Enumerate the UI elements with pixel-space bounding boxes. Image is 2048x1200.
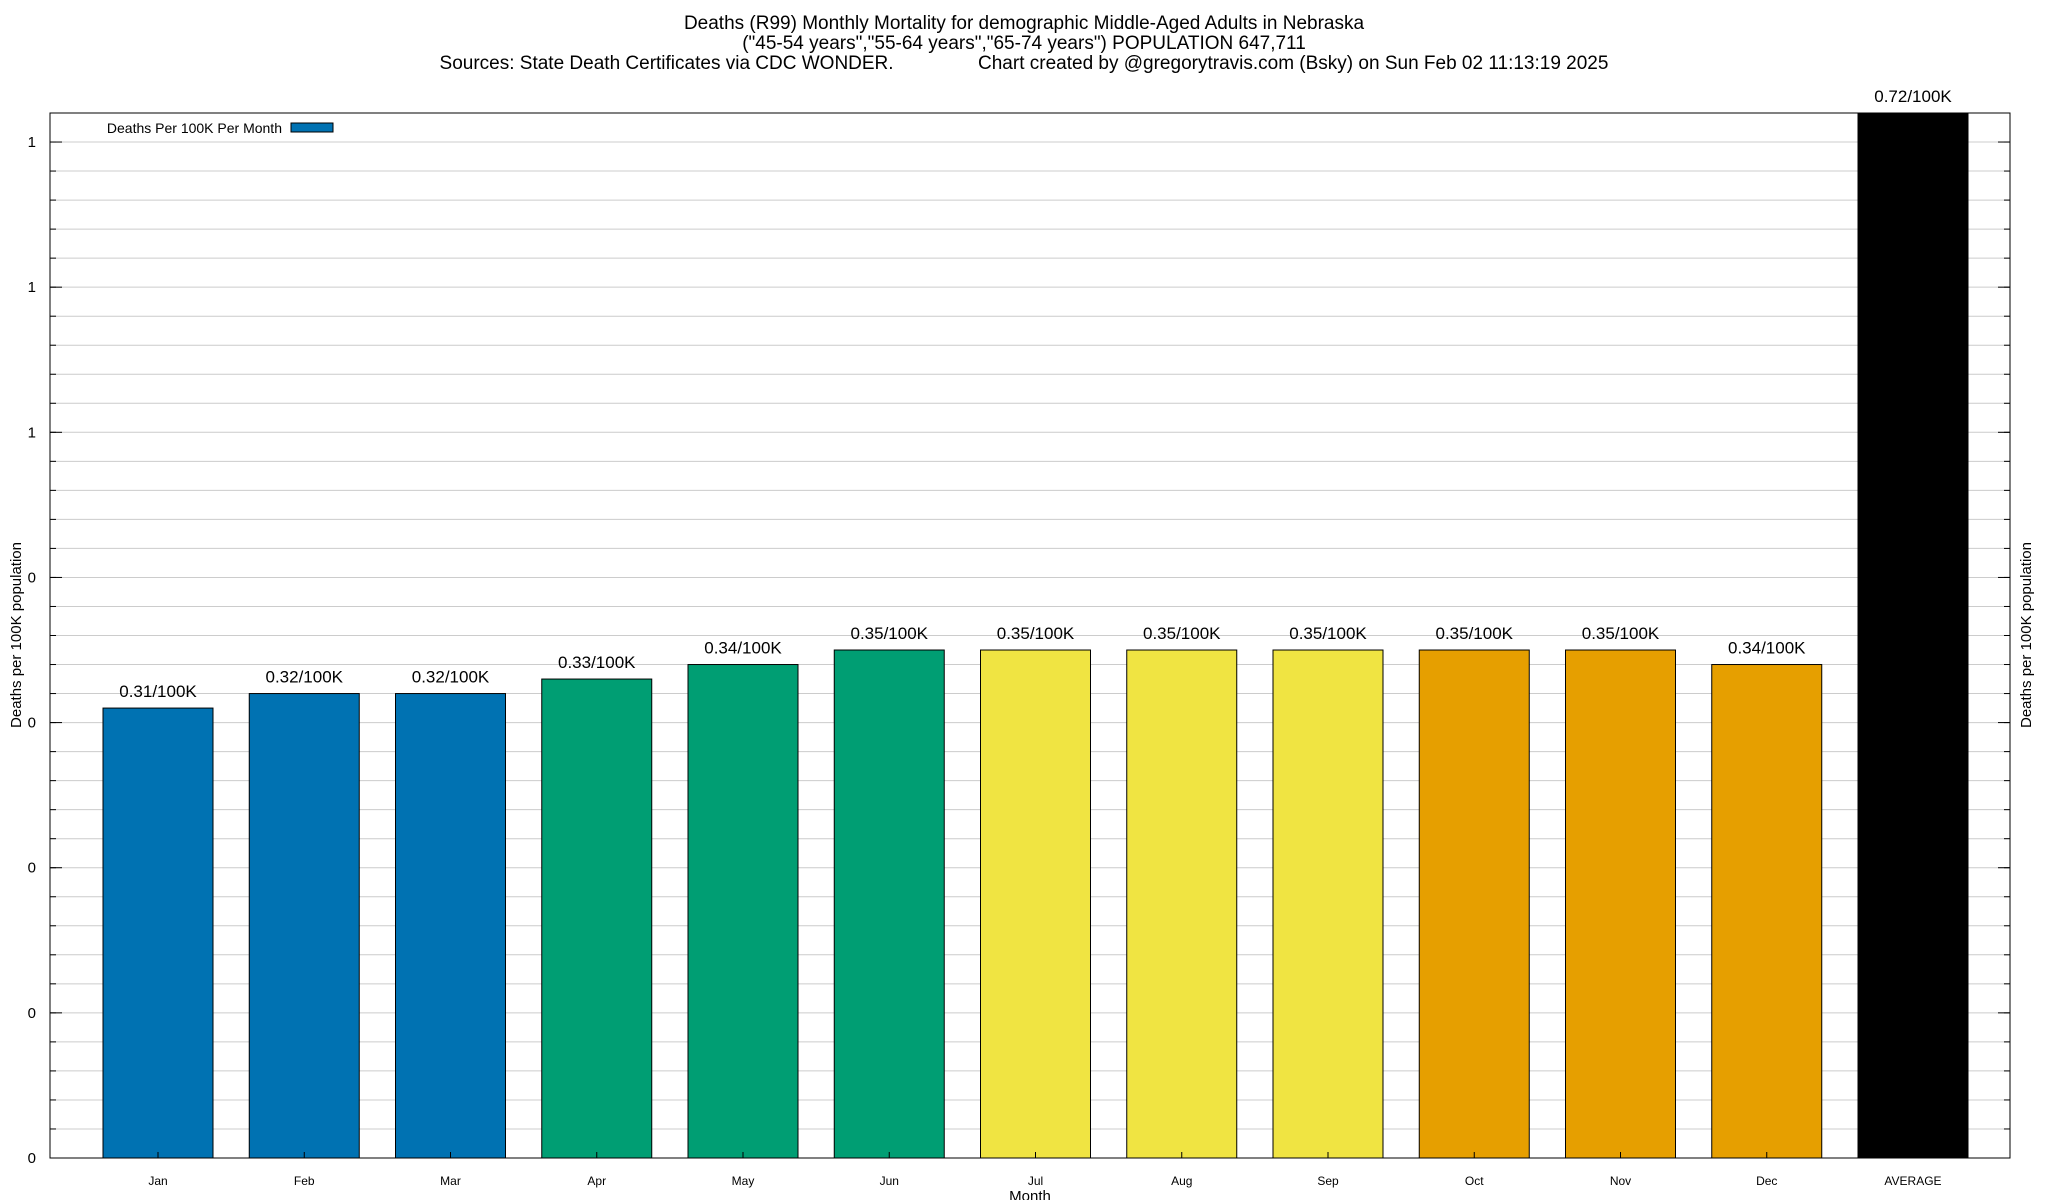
data-label: 0.33/100K (558, 653, 636, 672)
bar (541, 678, 653, 1159)
y-tick-label: 0 (28, 1150, 36, 1167)
bar (1126, 649, 1238, 1159)
bar (1857, 112, 1969, 1159)
y-tick-label: 0 (28, 1005, 36, 1022)
legend-swatch (290, 122, 334, 133)
data-label: 0.32/100K (412, 668, 490, 687)
data-label: 0.35/100K (1582, 624, 1660, 643)
data-label: 0.31/100K (119, 682, 197, 701)
data-label: 0.35/100K (1289, 624, 1367, 643)
y-tick-label: 0 (28, 715, 36, 732)
x-tick-label: Feb (294, 1174, 315, 1188)
data-label: 0.72/100K (1874, 87, 1952, 106)
x-axis-label: Month (1009, 1188, 1051, 1200)
y-axis-label-right: Deaths per 100K population (2018, 542, 2035, 728)
bar (248, 693, 360, 1159)
bar (1272, 649, 1384, 1159)
bars (102, 112, 1969, 1159)
x-tick-label: Oct (1465, 1174, 1484, 1188)
y-axis-label-left: Deaths per 100K population (8, 542, 25, 728)
bar (1565, 649, 1676, 1159)
y-tick-label: 1 (28, 424, 36, 441)
data-label: 0.34/100K (1728, 639, 1806, 658)
chart-source-credit: Sources: State Death Certificates via CD… (439, 53, 1609, 74)
chart-subtitle: ("45-54 years","55-64 years","65-74 year… (742, 33, 1306, 54)
bar (1418, 649, 1530, 1159)
data-labels: 0.31/100K 0.32/100K 0.32/100K 0.33/100K 0.34… (119, 87, 1952, 701)
bar (1711, 664, 1823, 1159)
x-tick-label: Jun (880, 1174, 899, 1188)
data-label: 0.35/100K (850, 624, 928, 643)
x-tick-label: Sep (1317, 1174, 1339, 1188)
chart-title-block: Deaths (R99) Monthly Mortality for demog… (0, 14, 2048, 74)
x-tick-label: May (732, 1174, 755, 1188)
legend-label: Deaths Per 100K Per Month (107, 120, 282, 136)
y-tick-label: 1 (28, 279, 36, 296)
x-tick-label: Jan (148, 1174, 167, 1188)
bar (395, 693, 506, 1159)
legend: Deaths Per 100K Per Month (107, 120, 334, 136)
x-tick-labels: Jan Feb Mar Apr May Jun Jul Aug Sep Oct Nov Dec AVER… (148, 1174, 1941, 1188)
bar (980, 649, 1091, 1159)
bar (833, 649, 945, 1159)
chart-title: Deaths (R99) Monthly Mortality for demog… (683, 13, 1365, 34)
data-label: 0.34/100K (704, 639, 782, 658)
y-tick-labels: 0 0 0 0 0 1 1 1 (28, 134, 36, 1167)
x-tick-label: Apr (587, 1174, 606, 1188)
y-tick-label: 1 (28, 134, 36, 151)
bar (102, 707, 214, 1159)
data-label: 0.35/100K (1435, 624, 1513, 643)
y-tick-label: 0 (28, 569, 36, 586)
x-tick-label: Nov (1610, 1174, 1631, 1188)
x-tick-label: Dec (1756, 1174, 1777, 1188)
data-label: 0.35/100K (997, 624, 1075, 643)
x-tick-label: Mar (440, 1174, 461, 1188)
axis-ticks (50, 141, 2010, 1159)
x-tick-label: Aug (1171, 1174, 1192, 1188)
bar (687, 664, 799, 1159)
data-label: 0.35/100K (1143, 624, 1221, 643)
data-label: 0.32/100K (265, 668, 343, 687)
y-tick-label: 0 (28, 860, 36, 877)
x-tick-label: AVERAGE (1884, 1174, 1941, 1188)
x-tick-label: Jul (1028, 1174, 1043, 1188)
